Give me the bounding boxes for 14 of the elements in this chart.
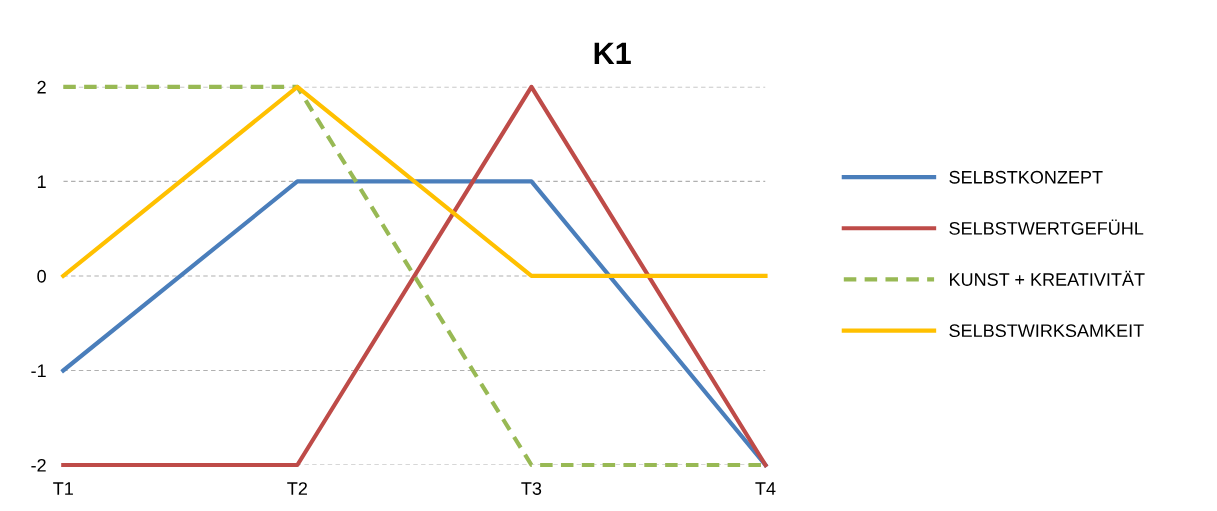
x-tick-label: T4 (755, 482, 776, 495)
legend-label: KUNST + KREATIVITÄT (950, 270, 1145, 286)
y-tick-label: 0 (37, 269, 46, 283)
x-tick-label: T2 (287, 482, 307, 495)
x-tick-label: T1 (53, 482, 73, 495)
y-tick-label: -1 (31, 364, 46, 378)
x-tick-label: T3 (521, 482, 542, 495)
y-tick-label: 2 (37, 80, 46, 94)
legend-label: SELBSTKONZEPT (949, 170, 1103, 184)
chart-title: K1 (594, 42, 631, 64)
y-tick-label: -2 (31, 458, 46, 472)
legend-label: SELBSTWIRKSAMKEIT (949, 324, 1144, 338)
legend-label: SELBSTWERTGEFÜHL (949, 219, 1144, 235)
y-tick-label: 1 (37, 175, 46, 188)
